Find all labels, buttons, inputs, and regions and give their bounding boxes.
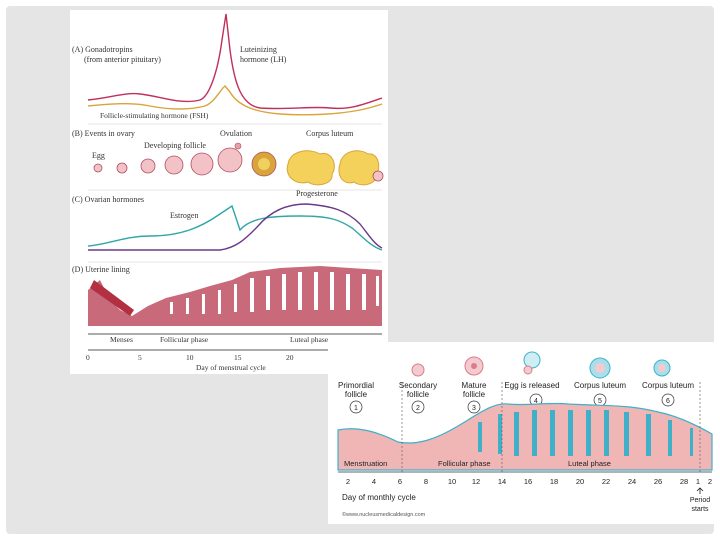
period-label: Period — [690, 497, 710, 504]
stage-label: follicle — [407, 390, 430, 399]
period-arrow — [696, 487, 704, 494]
luteal-phase-label-2: Luteal phase — [568, 459, 611, 468]
cycle-day-tick: 1 — [696, 477, 700, 486]
stage-number-circle — [411, 400, 425, 414]
developing-follicle-label: Developing follicle — [144, 141, 206, 150]
estrogen-curve — [87, 204, 383, 251]
cycle-day-tick: 24 — [628, 477, 636, 486]
stage-label: Corpus luteum — [642, 381, 694, 390]
day-tick: 10 — [186, 353, 194, 362]
x-axis-label: Day of menstrual cycle — [196, 363, 266, 372]
menstrual-cycle-diagram: (A) Gonadotropins (from anterior pituita… — [72, 13, 384, 372]
endometrial-glands — [478, 410, 693, 456]
day-tick: 0 — [86, 353, 90, 362]
section-b-label: (B) Events in ovary — [72, 129, 135, 138]
stage-label: follicle — [345, 390, 368, 399]
cycle-day-tick: 28 — [680, 477, 688, 486]
estrogen-label: Estrogen — [170, 211, 198, 220]
cycle-day-tick: 14 — [498, 477, 506, 486]
corpus-luteum-label: Corpus luteum — [306, 129, 354, 138]
stage-label: Egg is released — [504, 381, 559, 390]
cycle-day-tick: 6 — [398, 477, 402, 486]
stage-number: 5 — [598, 398, 602, 405]
section-a-label: (A) Gonadotropins — [72, 45, 133, 54]
luteal-phase-label: Luteal phase — [290, 335, 329, 344]
stage-number-circle — [349, 400, 363, 414]
monthly-cycle-diagram: Primordial follicle Secondary follicle M… — [337, 351, 713, 518]
cycle-day-tick: 4 — [372, 477, 376, 486]
day-tick: 5 — [138, 353, 142, 362]
lh-label-2: hormone (LH) — [240, 55, 287, 64]
follicular-phase-label: Follicular phase — [160, 335, 209, 344]
lining-glands — [170, 272, 379, 314]
stage-label: follicle — [463, 390, 486, 399]
section-c-label: (C) Ovarian hormones — [72, 195, 144, 204]
cycle-day-tick: 12 — [472, 477, 480, 486]
stage-label: Corpus luteum — [574, 381, 626, 390]
section-d-label: (D) Uterine lining — [72, 265, 130, 274]
stage-number: 6 — [666, 398, 670, 405]
egg-label: Egg — [92, 151, 105, 160]
cycle-day-tick: 22 — [602, 477, 610, 486]
day-tick: 20 — [286, 353, 294, 362]
cycle-day-tick: 2 — [708, 477, 712, 486]
menses-label: Menses — [110, 335, 133, 344]
stage-label: Primordial — [338, 381, 374, 390]
stage-number-circle — [661, 393, 675, 407]
period-label-2: starts — [691, 506, 709, 513]
copyright-credit: ©www.nucleusmedicaldesign.com — [342, 511, 426, 518]
progesterone-label: Progesterone — [296, 189, 338, 198]
progesterone-curve — [88, 203, 383, 251]
stage-number: 1 — [354, 405, 358, 412]
cycle-day-tick: 8 — [424, 477, 428, 486]
cycle-day-tick: 2 — [346, 477, 350, 486]
monthly-cycle-figure: Primordial follicle Secondary follicle M… — [328, 342, 714, 524]
fsh-curve — [87, 85, 383, 116]
endometrium — [337, 402, 713, 471]
stage-number-circle — [467, 400, 481, 414]
stage-number: 2 — [416, 405, 420, 412]
stage-label: Mature — [462, 381, 487, 390]
lh-label: Luteinizing — [240, 45, 277, 54]
section-a-sublabel: (from anterior pituitary) — [84, 55, 161, 64]
cycle-day-tick: 18 — [550, 477, 558, 486]
menstruation-label: Menstruation — [344, 459, 387, 468]
cycle-day-tick: 20 — [576, 477, 584, 486]
day-tick: 15 — [234, 353, 242, 362]
ovary-follicles — [93, 142, 384, 186]
cycle-axis-label: Day of monthly cycle — [342, 493, 416, 502]
cycle-day-tick: 26 — [654, 477, 662, 486]
menses-bleeding — [90, 280, 134, 316]
menstrual-cycle-figure: (A) Gonadotropins (from anterior pituita… — [70, 10, 388, 374]
stage-number: 3 — [472, 405, 476, 412]
lh-curve — [87, 13, 383, 110]
follicle-icons — [411, 351, 671, 379]
follicular-phase-label-2: Follicular phase — [438, 459, 491, 468]
stage-number: 4 — [534, 398, 538, 405]
stage-label: Secondary — [399, 381, 437, 390]
cycle-day-tick: 10 — [448, 477, 456, 486]
ovulation-label: Ovulation — [220, 129, 252, 138]
cycle-day-tick: 16 — [524, 477, 532, 486]
fsh-label: Follicle-stimulating hormone (FSH) — [100, 111, 209, 120]
